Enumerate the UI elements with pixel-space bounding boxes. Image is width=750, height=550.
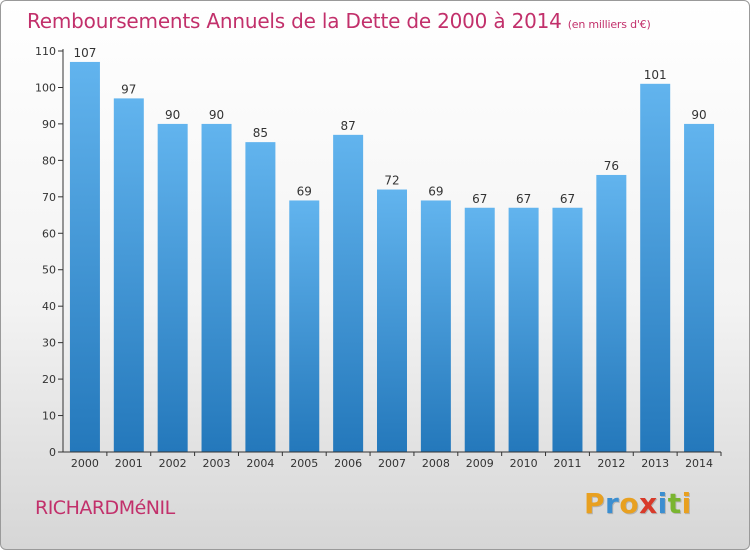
bar-2014 [684, 123, 715, 452]
bar-2009 [464, 207, 495, 452]
bar-2006 [333, 134, 364, 452]
value-labels-layer: 107 97 90 90 85 69 87 72 69 67 67 67 76 101 90 [73, 46, 706, 206]
logo-letter: r [605, 487, 620, 520]
y-tick-label-0: 0 [49, 446, 56, 459]
value-label-2004: 85 [253, 126, 268, 140]
value-label-2003: 90 [209, 108, 224, 122]
bars-layer [69, 61, 715, 453]
value-label-2000: 107 [73, 46, 96, 60]
value-label-2009: 67 [472, 192, 487, 206]
x-tick-label-2011: 2011 [553, 457, 581, 470]
x-tick-label-2005: 2005 [290, 457, 318, 470]
bar-2013 [640, 83, 671, 453]
value-label-2006: 87 [340, 119, 355, 133]
logo-letter: i [681, 487, 692, 520]
x-tick-label-2012: 2012 [597, 457, 625, 470]
y-tick-label-30: 30 [42, 337, 56, 350]
y-tick-label-80: 80 [42, 154, 56, 167]
value-label-2011: 67 [560, 192, 575, 206]
value-label-2012: 76 [604, 159, 619, 173]
bar-2000 [69, 61, 100, 452]
x-tick-label-2000: 2000 [71, 457, 99, 470]
bar-2002 [157, 123, 188, 452]
bar-2001 [113, 98, 144, 453]
y-tick-label-70: 70 [42, 191, 56, 204]
x-tick-label-2002: 2002 [159, 457, 187, 470]
x-tick-label-2010: 2010 [510, 457, 538, 470]
y-tick-label-10: 10 [42, 410, 56, 423]
y-tick-label-90: 90 [42, 118, 56, 131]
value-label-2008: 69 [428, 184, 443, 198]
logo-letter: o [619, 487, 640, 520]
y-tick-label-110: 110 [35, 45, 56, 58]
value-label-2010: 67 [516, 192, 531, 206]
bar-2012 [596, 174, 627, 453]
value-label-2007: 72 [384, 174, 399, 188]
y-tick-label-100: 100 [35, 81, 56, 94]
logo-letter: x [639, 487, 658, 520]
x-tick-label-2013: 2013 [641, 457, 669, 470]
value-label-2001: 97 [121, 82, 136, 96]
x-tick-label-2001: 2001 [115, 457, 143, 470]
y-tick-label-40: 40 [42, 300, 56, 313]
chart-subtitle: (en milliers d'€) [567, 18, 651, 31]
x-tick-label-2004: 2004 [246, 457, 274, 470]
logo-letter: P [584, 487, 606, 520]
bar-2007 [377, 189, 407, 452]
bar-2005 [289, 200, 320, 452]
value-label-2005: 69 [297, 184, 312, 198]
proxiti-logo: Proxiti [584, 487, 692, 520]
chart-title-text: Remboursements Annuels de la Dette de 20… [27, 9, 562, 33]
axes-layer: 2000 2001 2002 2003 2004 2005 2006 2007 2008 2009… [35, 45, 722, 470]
logo-letter: t [667, 487, 682, 520]
place-name: RICHARDMéNIL [35, 497, 175, 519]
bar-2003 [201, 123, 232, 452]
y-tick-label-50: 50 [42, 264, 56, 277]
x-tick-label-2007: 2007 [378, 457, 406, 470]
value-label-2013: 101 [644, 68, 667, 82]
y-tick-label-60: 60 [42, 227, 56, 240]
x-tick-label-2014: 2014 [685, 457, 713, 470]
bar-2008 [420, 200, 451, 452]
chart-title: Remboursements Annuels de la Dette de 20… [27, 9, 651, 33]
value-label-2002: 90 [165, 108, 180, 122]
x-tick-label-2009: 2009 [466, 457, 494, 470]
x-tick-label-2003: 2003 [203, 457, 231, 470]
logo-letter: i [657, 487, 668, 520]
y-tick-label-20: 20 [42, 373, 56, 386]
value-label-2014: 90 [691, 108, 706, 122]
x-tick-label-2008: 2008 [422, 457, 450, 470]
bar-2010 [508, 207, 539, 452]
x-tick-label-2006: 2006 [334, 457, 362, 470]
bar-2004 [245, 142, 276, 453]
bar-2011 [552, 207, 583, 452]
